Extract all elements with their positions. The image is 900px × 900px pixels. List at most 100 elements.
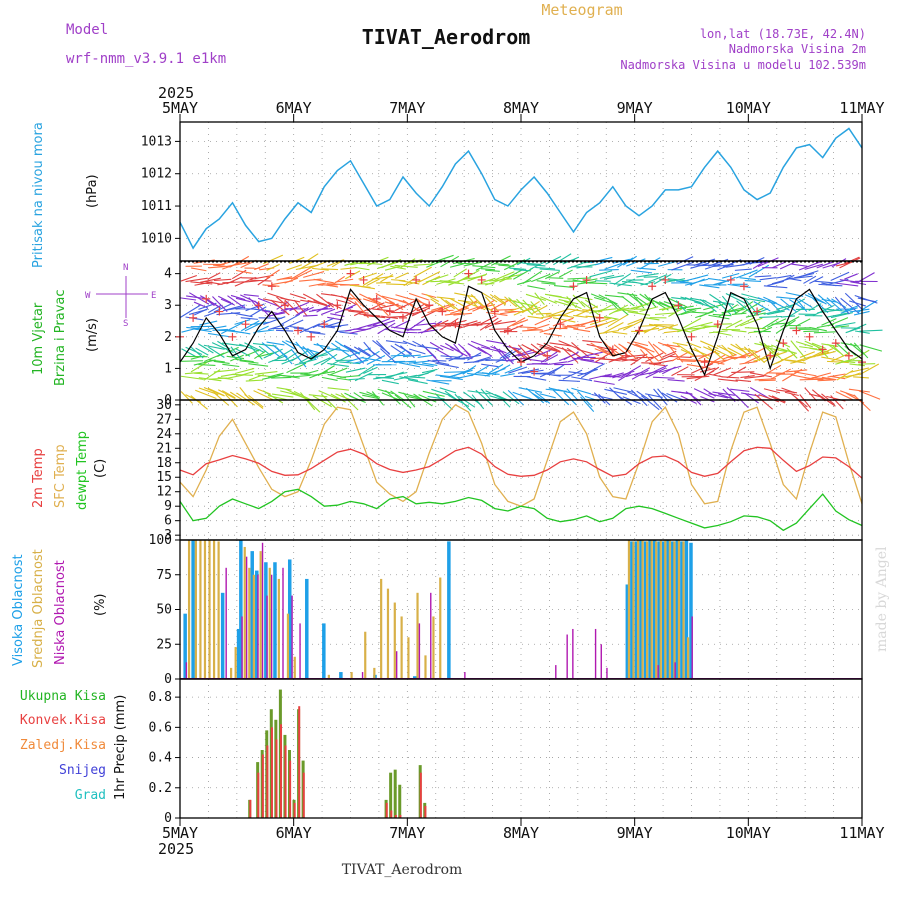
cloud-mid-bar bbox=[286, 613, 290, 679]
wind-arrow bbox=[539, 327, 555, 333]
wind-arrow bbox=[859, 344, 883, 352]
wind-arrow bbox=[212, 296, 228, 312]
wind-arrow bbox=[830, 375, 846, 380]
wind-arrow bbox=[180, 391, 193, 404]
wind-arrow bbox=[522, 270, 543, 285]
wind-arrow bbox=[857, 297, 877, 303]
wind-arrow bbox=[185, 316, 204, 321]
wind-arrow bbox=[262, 375, 281, 380]
wind-arrow bbox=[573, 314, 588, 318]
wind-arrow bbox=[749, 386, 770, 399]
temp2m-label: 2m Temp bbox=[31, 448, 46, 508]
wind-arrow bbox=[453, 343, 464, 356]
wind-arrow bbox=[550, 363, 566, 375]
wind-arrow bbox=[836, 282, 859, 287]
wind-arrow bbox=[761, 318, 779, 330]
y-tick-label: 0.4 bbox=[149, 751, 173, 766]
wind-arrow bbox=[684, 297, 704, 305]
gust-marker bbox=[543, 351, 552, 360]
gust-marker bbox=[595, 313, 604, 322]
gust-marker bbox=[818, 345, 827, 354]
wind-arrow bbox=[436, 296, 455, 300]
cloud-low-bar bbox=[674, 662, 676, 679]
wind-arrow bbox=[422, 390, 445, 397]
wind-arrow bbox=[717, 378, 738, 382]
cloud-high-bar bbox=[661, 541, 666, 679]
wind-arrow bbox=[190, 281, 213, 285]
wind-arrow bbox=[644, 317, 660, 321]
wind-arrow bbox=[417, 369, 435, 377]
wind-arrow bbox=[312, 267, 329, 271]
wind-arrow bbox=[236, 392, 256, 406]
wind-arrow bbox=[817, 379, 836, 382]
wind-arrow bbox=[471, 394, 485, 410]
gust-marker bbox=[648, 282, 657, 291]
wind-arrow bbox=[663, 330, 679, 334]
elevation: Nadmorska Visina 2m bbox=[729, 42, 866, 56]
wind-arrow bbox=[826, 360, 849, 364]
wind-arrow bbox=[554, 300, 572, 307]
wind-arrow bbox=[368, 348, 382, 360]
wind-arrow bbox=[480, 299, 496, 310]
wind-arrow bbox=[289, 293, 306, 300]
wind-arrow bbox=[749, 372, 773, 378]
wind-arrow bbox=[671, 366, 689, 377]
x-tick-label-bottom: 10MAY bbox=[726, 824, 771, 842]
wind-arrow bbox=[470, 340, 491, 349]
wind-arrow bbox=[618, 372, 632, 382]
wind-arrow bbox=[745, 312, 766, 318]
gust-marker bbox=[739, 282, 748, 291]
wind-arrow bbox=[572, 357, 594, 362]
y-tick-label: 30 bbox=[156, 398, 172, 413]
wind-arrow bbox=[548, 294, 572, 300]
wind-arrow bbox=[826, 297, 843, 311]
wind-arrow bbox=[821, 393, 835, 406]
wind-arrow bbox=[425, 348, 440, 363]
wind-arrow bbox=[790, 340, 807, 359]
gust-marker bbox=[294, 326, 303, 335]
x-tick-label-top: 5MAY bbox=[162, 99, 198, 117]
wind-arrow bbox=[826, 312, 849, 318]
wind-arrow bbox=[526, 264, 546, 267]
wind-arrow bbox=[371, 391, 385, 406]
wind-arrow bbox=[618, 343, 632, 353]
gust-marker bbox=[438, 307, 447, 316]
wind-arrow bbox=[280, 374, 297, 378]
wind-arrow bbox=[731, 329, 747, 333]
wind-arrow bbox=[636, 296, 649, 306]
wind-arrow bbox=[263, 316, 286, 326]
wind-arrow bbox=[200, 277, 221, 283]
wind-arrow bbox=[681, 360, 696, 362]
wind-arrow bbox=[502, 391, 520, 405]
wind-arrow bbox=[508, 344, 526, 360]
wind-arrow bbox=[358, 350, 380, 365]
cloud-low-bar bbox=[418, 623, 421, 679]
wind-arrow bbox=[798, 298, 813, 308]
wind-arrow bbox=[195, 347, 209, 356]
wind-arrow bbox=[235, 297, 251, 303]
wind-arrow bbox=[608, 346, 626, 359]
wind-arrow bbox=[539, 268, 560, 271]
wind-arrow bbox=[421, 368, 438, 374]
wind-arrow bbox=[185, 277, 208, 283]
wind-arrow bbox=[795, 341, 813, 348]
wind-arrow bbox=[693, 347, 709, 360]
wind-arrow bbox=[795, 298, 808, 312]
wind-arrow bbox=[499, 311, 517, 315]
cloud-mid-bar bbox=[650, 540, 653, 679]
precip-conv-bar bbox=[385, 802, 388, 818]
wind-arrow bbox=[708, 373, 723, 378]
wind-arrow bbox=[280, 297, 301, 303]
wind-arrow bbox=[603, 316, 619, 320]
wind-arrow bbox=[358, 272, 377, 280]
wind-arrow bbox=[345, 356, 364, 363]
precip-conv-bar bbox=[289, 760, 292, 818]
y-tick-label: 1 bbox=[164, 361, 172, 376]
wind-arrow bbox=[735, 379, 752, 382]
wind-arrow bbox=[343, 308, 364, 313]
precip-total-bar bbox=[393, 769, 397, 818]
wind-unit: (m/s) bbox=[85, 318, 100, 352]
wind-arrow bbox=[299, 323, 320, 334]
wind-arrow bbox=[522, 262, 541, 265]
wind-arrow bbox=[248, 394, 264, 408]
